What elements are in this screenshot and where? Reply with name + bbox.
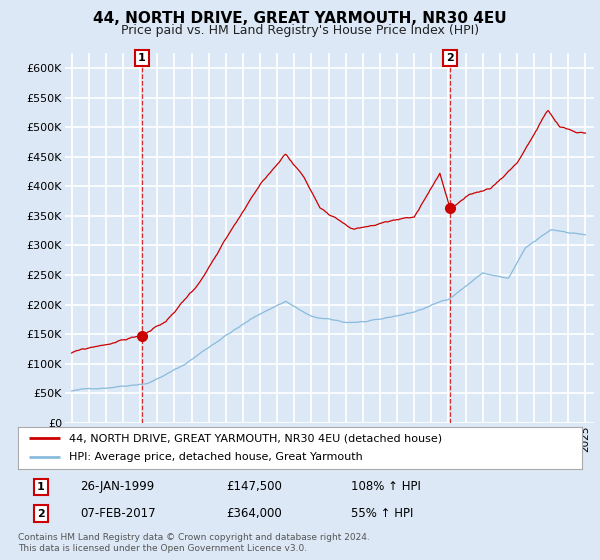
Text: 2: 2 <box>37 508 44 519</box>
Text: Price paid vs. HM Land Registry's House Price Index (HPI): Price paid vs. HM Land Registry's House … <box>121 24 479 36</box>
Text: 44, NORTH DRIVE, GREAT YARMOUTH, NR30 4EU: 44, NORTH DRIVE, GREAT YARMOUTH, NR30 4E… <box>93 11 507 26</box>
Text: 2: 2 <box>446 53 454 63</box>
Text: 07-FEB-2017: 07-FEB-2017 <box>80 507 155 520</box>
Text: £364,000: £364,000 <box>227 507 283 520</box>
Text: Contains HM Land Registry data © Crown copyright and database right 2024.
This d: Contains HM Land Registry data © Crown c… <box>18 533 370 553</box>
Text: HPI: Average price, detached house, Great Yarmouth: HPI: Average price, detached house, Grea… <box>69 452 362 463</box>
Text: 55% ↑ HPI: 55% ↑ HPI <box>351 507 413 520</box>
Text: 1: 1 <box>137 53 145 63</box>
Text: 1: 1 <box>37 482 44 492</box>
Text: 26-JAN-1999: 26-JAN-1999 <box>80 480 154 493</box>
Text: 108% ↑ HPI: 108% ↑ HPI <box>351 480 421 493</box>
Text: 44, NORTH DRIVE, GREAT YARMOUTH, NR30 4EU (detached house): 44, NORTH DRIVE, GREAT YARMOUTH, NR30 4E… <box>69 433 442 443</box>
Text: £147,500: £147,500 <box>227 480 283 493</box>
